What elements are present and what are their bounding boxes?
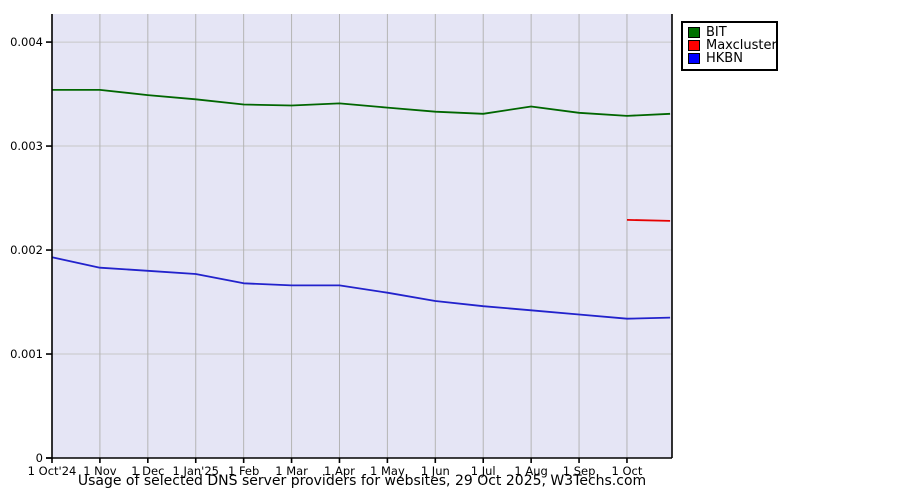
x-tick-label: 1 Aug [514, 464, 547, 478]
chart-title: Usage of selected DNS server providers f… [77, 473, 647, 489]
legend-label-maxcluster: Maxcluster [706, 38, 777, 53]
legend-label-hkbn: HKBN [706, 51, 743, 66]
x-tick-label: 1 Mar [275, 464, 308, 478]
series-line-maxcluster [626, 219, 671, 222]
x-tick-label: 1 Dec [131, 464, 164, 478]
legend-label-bit: BIT [706, 25, 727, 40]
legend-item-bit: BIT [688, 26, 770, 39]
series-line-bit [52, 89, 671, 117]
x-tick-label: 1 Sep [563, 464, 596, 478]
y-tick-label: 0.001 [10, 347, 43, 361]
legend: BIT Maxcluster HKBN [681, 21, 778, 71]
y-tick-label: 0.004 [10, 35, 43, 49]
x-tick-label: 1 Apr [324, 464, 355, 478]
x-tick-label: 1 Oct'24 [28, 464, 77, 478]
series-line-hkbn [51, 256, 671, 320]
hkbn-swatch-icon [688, 53, 700, 64]
bit-swatch-icon [688, 27, 700, 38]
legend-item-hkbn: HKBN [688, 52, 770, 65]
maxcluster-swatch-icon [688, 40, 700, 51]
x-tick-label: 1 May [370, 464, 405, 478]
legend-item-maxcluster: Maxcluster [688, 39, 777, 52]
x-tick-label: 1 Oct [612, 464, 643, 478]
y-tick-label: 0.003 [10, 139, 43, 153]
x-tick-label: 1 Feb [228, 464, 259, 478]
x-tick-label: 1 Nov [83, 464, 117, 478]
plot-background [52, 14, 672, 458]
y-tick-label: 0 [36, 451, 43, 465]
x-tick-label: 1 Jan'25 [172, 464, 219, 478]
x-tick-label: 1 Jul [471, 464, 496, 478]
y-tick-label: 0.002 [10, 243, 43, 257]
x-tick-label: 1 Jun [421, 464, 450, 478]
